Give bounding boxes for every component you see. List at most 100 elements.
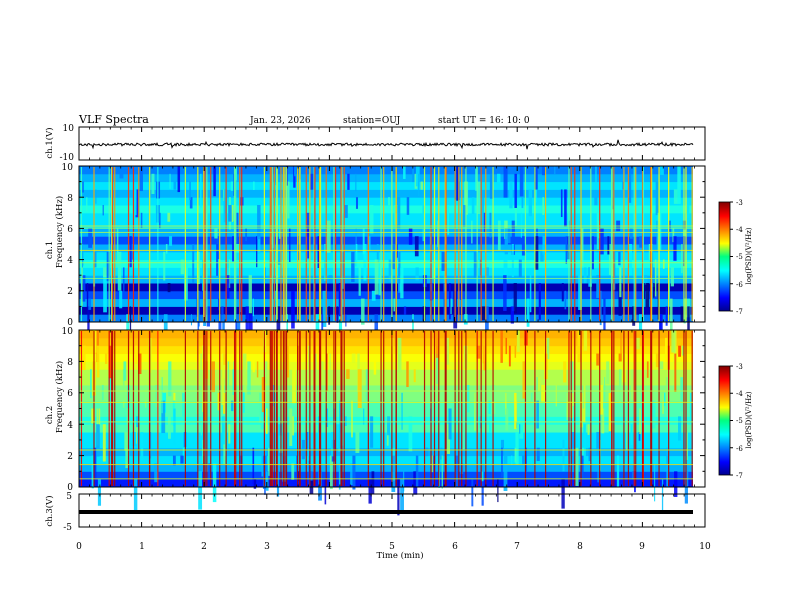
ch2-spec-noise bbox=[292, 369, 296, 404]
ch1-spec-noise bbox=[88, 298, 92, 310]
ch2-spec-band bbox=[79, 463, 693, 472]
ch2-spec-noise bbox=[680, 377, 683, 412]
ch1-spec-noise bbox=[578, 275, 582, 310]
ch2-spec-noise bbox=[562, 439, 565, 472]
ch2-spec-band bbox=[79, 361, 693, 370]
ch2-spec-noise bbox=[500, 330, 503, 363]
ch1-spec-noise bbox=[607, 236, 610, 255]
ch1-spec-noise bbox=[355, 173, 357, 192]
ch2-spec-noise bbox=[221, 416, 225, 445]
ch2-spec-noise bbox=[583, 330, 588, 351]
ch1-spec-noise bbox=[541, 166, 546, 176]
ch1-spec-noise bbox=[681, 244, 683, 274]
ch2-spec-noise bbox=[599, 439, 601, 471]
ch1-spec-sferic bbox=[444, 167, 446, 321]
ch1-spec-noise bbox=[315, 314, 320, 332]
ch2-spec-sferic bbox=[273, 331, 275, 486]
ch2-spec-band bbox=[79, 384, 693, 394]
ch2-spec-noise bbox=[286, 345, 290, 378]
ch2-spec-noise bbox=[638, 432, 641, 441]
ch1-spec-noise bbox=[355, 244, 358, 267]
ch2-spec-sferic bbox=[114, 331, 116, 486]
ch2-spec-noise bbox=[674, 353, 677, 392]
ch2-spec-sferic bbox=[241, 331, 243, 486]
ch2-spec-band bbox=[79, 377, 693, 386]
ch1-spec-noise bbox=[177, 166, 181, 193]
ch1-spec-sferic bbox=[433, 167, 436, 321]
ch2-spec-noise bbox=[522, 361, 526, 399]
ch1-spec-noise bbox=[321, 314, 324, 332]
ch2-spec-noise bbox=[639, 408, 641, 435]
ch1-spec-noise bbox=[418, 173, 420, 196]
ch2-spec-noise bbox=[659, 361, 664, 370]
ch1-spec-noise bbox=[278, 205, 281, 239]
ch1-spec-sferic bbox=[340, 167, 342, 321]
ch1-spec-sferic bbox=[641, 167, 644, 321]
ch2-spec-noise bbox=[519, 424, 521, 434]
ch1-spec-noise bbox=[173, 181, 177, 190]
ch1-spec-sferic bbox=[476, 167, 478, 321]
ch2-spec-sferic bbox=[642, 331, 644, 486]
ch2-spec-sferic bbox=[611, 331, 613, 486]
ch2-spectrogram-ticks bbox=[78, 329, 706, 488]
ch1-spec-sferic bbox=[343, 167, 345, 321]
ch1-spec-sferic bbox=[485, 167, 487, 321]
ch2-spec-noise bbox=[467, 384, 470, 413]
ch1-spec-sferic bbox=[203, 167, 205, 321]
ch2-spec-sferic bbox=[458, 331, 460, 486]
ch2-spec-sferic bbox=[157, 331, 159, 486]
ch2-ytick-2: 2 bbox=[67, 452, 73, 462]
ch1-spec-noise bbox=[618, 251, 621, 266]
ch1-spec-noise bbox=[291, 290, 295, 329]
ch2-spec-noise bbox=[413, 369, 416, 383]
ch2-spec-noise bbox=[198, 471, 203, 510]
ch2-spec-noise bbox=[282, 455, 287, 482]
ch1-spec-sferic bbox=[149, 167, 151, 321]
ch1-spec-noise bbox=[276, 306, 281, 341]
xtick-1: 1 bbox=[139, 542, 145, 552]
ch1-spec-noise bbox=[345, 314, 347, 327]
ch2-spec-noise bbox=[350, 463, 353, 486]
ch1-spec-band bbox=[79, 181, 693, 190]
ch1-spec-noise bbox=[561, 283, 564, 302]
ch1-spec-noise bbox=[103, 267, 107, 278]
ch2-spec-noise bbox=[536, 377, 539, 399]
ch1-spec-sferic bbox=[438, 167, 440, 321]
ch1-spec-sferic bbox=[275, 167, 278, 321]
ch2-spec-sferic bbox=[270, 331, 272, 486]
ch2-spec-noise bbox=[180, 455, 184, 464]
ch2-spec-noise bbox=[497, 479, 499, 503]
ch1-spec-band bbox=[79, 298, 693, 307]
ch2-spec-sferic bbox=[235, 331, 237, 486]
ch1-spec-sferic bbox=[108, 167, 110, 321]
ch1-spec-sferic bbox=[423, 167, 426, 321]
ch2-spec-sferic bbox=[492, 331, 494, 486]
ch2-spec-band bbox=[79, 337, 693, 347]
ch2-spec-noise bbox=[596, 432, 600, 456]
ch1-spec-noise bbox=[257, 205, 261, 240]
ch1-spec-noise bbox=[336, 306, 339, 323]
ch2-spec-noise bbox=[620, 330, 622, 359]
ch1-spec-noise bbox=[483, 212, 486, 233]
ch2-spec-noise bbox=[161, 400, 166, 434]
ch1-spec-sferic bbox=[590, 167, 592, 321]
ch1-spec-noise bbox=[232, 236, 235, 262]
ch2-spec-noise bbox=[462, 416, 465, 450]
xtick-4: 4 bbox=[326, 542, 332, 552]
ch1-spec-noise bbox=[197, 314, 200, 334]
ch2-colorbar: -3 -4 -5 -6 -7 log(PSD)(V²/Hz) bbox=[718, 363, 753, 480]
ch2-spec-noise bbox=[665, 377, 669, 404]
ch2-spec-band bbox=[79, 345, 693, 355]
ch2-spec-noise bbox=[352, 455, 356, 490]
ch2-cb-tick-m6: -6 bbox=[736, 445, 743, 453]
ch1-spec-noise bbox=[106, 251, 111, 282]
ch1-spec-sferic bbox=[225, 167, 227, 321]
ch2-spec-noise bbox=[223, 345, 227, 365]
ch1-spec-noise bbox=[245, 306, 249, 343]
ch1-spec-noise bbox=[677, 166, 681, 204]
ch2-spec-sferic bbox=[271, 331, 273, 486]
ch1-spec-noise bbox=[591, 236, 594, 270]
ch1-spec-noise bbox=[489, 212, 492, 238]
ch2-spec-noise bbox=[583, 384, 586, 423]
ch2-spec-noise bbox=[133, 479, 138, 513]
